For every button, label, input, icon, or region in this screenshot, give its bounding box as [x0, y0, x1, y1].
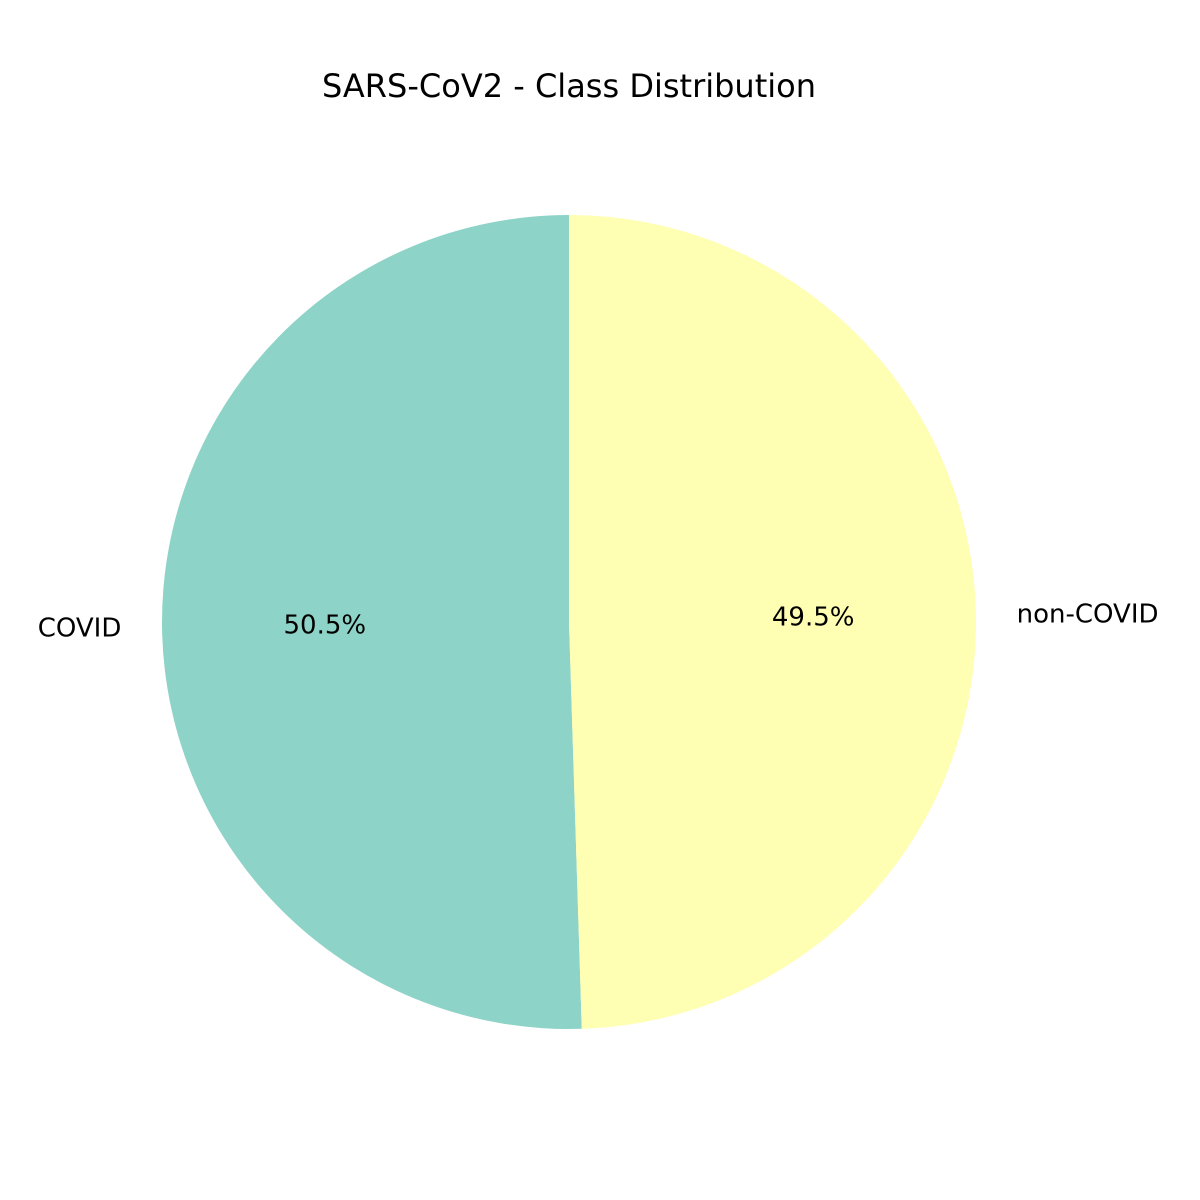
chart-title: SARS-CoV2 - Class Distribution [322, 67, 816, 105]
pie-slices [162, 215, 977, 1029]
pct-label-covid: 50.5% [284, 610, 367, 640]
pie-slice-non-covid [569, 215, 977, 1029]
pie-labels: COVID 50.5% non-COVID 49.5% [38, 599, 1159, 643]
slice-label-covid: COVID [38, 614, 122, 644]
pie-slice-covid [162, 215, 582, 1029]
slice-label-non-covid: non-COVID [1017, 599, 1159, 629]
pct-label-non-covid: 49.5% [772, 603, 855, 633]
